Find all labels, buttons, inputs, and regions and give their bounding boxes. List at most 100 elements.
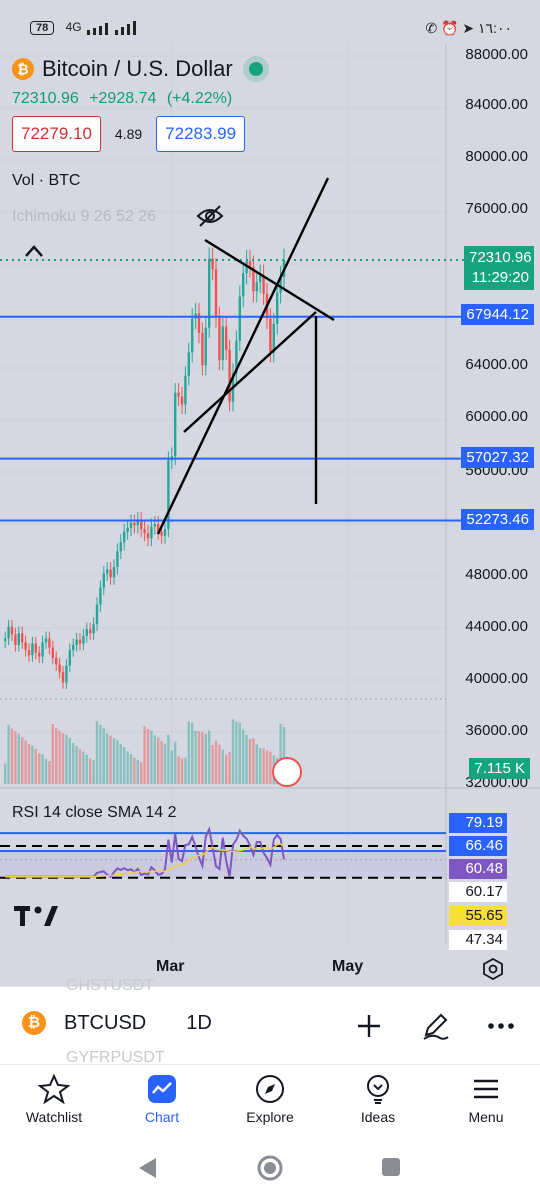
candle-body xyxy=(211,258,214,270)
candle-body xyxy=(55,657,58,665)
candle-body xyxy=(85,629,88,636)
rsi-badge: 47.34 xyxy=(449,930,507,950)
candle-body xyxy=(21,633,24,643)
current-price-badge: 72310.96 11:29:20 xyxy=(464,246,534,290)
candle-body xyxy=(44,638,48,643)
us-flag-icon xyxy=(272,757,302,787)
volume-bar xyxy=(211,745,214,784)
tradingview-logo-icon xyxy=(14,906,58,926)
price-tick: 88000.00 xyxy=(465,46,528,63)
volume-bar xyxy=(204,733,207,784)
candle-body xyxy=(129,522,133,528)
home-icon[interactable] xyxy=(256,1154,284,1182)
candle-body xyxy=(279,277,282,293)
candle-body xyxy=(34,643,37,653)
trendline-drawing xyxy=(156,177,330,535)
nav-ideas[interactable]: Ideas xyxy=(333,1073,423,1125)
rsi-badge: 60.17 xyxy=(449,882,507,902)
volume-bar xyxy=(191,722,194,784)
chart-area[interactable]: ₿ Bitcoin / U.S. Dollar 72310.96 +2928.7… xyxy=(0,44,540,986)
last-price: 72310.96 xyxy=(12,90,79,107)
candle-body xyxy=(208,258,211,328)
recents-icon[interactable] xyxy=(380,1156,402,1178)
android-nav-bar xyxy=(0,1136,540,1200)
symbol-selector[interactable]: BTCUSD xyxy=(64,1011,147,1034)
back-icon[interactable] xyxy=(136,1156,158,1180)
bulb-icon xyxy=(367,1075,389,1104)
volume-bar xyxy=(225,754,228,784)
candle-body xyxy=(106,569,109,574)
chart-settings-icon[interactable] xyxy=(482,958,504,980)
volume-bar xyxy=(279,724,282,784)
volume-bar xyxy=(14,731,17,784)
buy-button[interactable]: 72283.99 xyxy=(156,116,246,152)
volume-bar xyxy=(221,749,224,784)
candle-body xyxy=(180,396,184,405)
volume-bar xyxy=(119,744,122,784)
candle-body xyxy=(269,318,272,353)
interval-selector[interactable]: 1D xyxy=(186,1011,212,1034)
price-tick: 40000.00 xyxy=(465,670,528,687)
candle-body xyxy=(218,317,221,361)
spread-value: 4.89 xyxy=(114,126,143,142)
candle-body xyxy=(177,392,180,397)
price-tick: 84000.00 xyxy=(465,96,528,113)
eye-hidden-icon[interactable] xyxy=(196,204,224,228)
price-tick: 48000.00 xyxy=(465,566,528,583)
more-options-icon[interactable] xyxy=(486,1011,516,1041)
nav-explore[interactable]: Explore xyxy=(225,1073,315,1125)
candle-body xyxy=(99,587,102,605)
volume-bar xyxy=(61,733,65,784)
rsi-value-badge: 60.48 xyxy=(449,859,507,879)
drawing-pen-icon[interactable] xyxy=(420,1011,450,1041)
volume-bar xyxy=(109,735,112,784)
rsi-sma-badge: 55.65 xyxy=(449,906,507,926)
ichimoku-legend[interactable]: Ichimoku 9 26 52 26 xyxy=(12,208,157,225)
candle-body xyxy=(153,524,156,527)
volume-bar xyxy=(170,750,173,784)
collapse-chevron-icon[interactable] xyxy=(24,244,44,258)
volume-bar xyxy=(218,744,221,784)
volume-bar xyxy=(89,758,92,784)
volume-bar xyxy=(34,749,37,784)
volume-bar xyxy=(31,745,34,784)
volume-bar xyxy=(102,728,105,784)
sell-button[interactable]: 72279.10 xyxy=(12,116,101,152)
volume-bar xyxy=(269,751,272,784)
time-tick: May xyxy=(332,958,364,975)
clock-time: ١٦:٠٠ xyxy=(478,20,512,36)
bid-ask-row: 72279.10 4.89 72283.99 xyxy=(12,116,263,152)
candle-body xyxy=(119,542,122,552)
volume-bar xyxy=(48,761,51,784)
candle-body xyxy=(238,296,241,341)
whatsapp-icon: ✆ xyxy=(425,20,438,36)
volume-legend[interactable]: Vol · BTC xyxy=(12,172,81,189)
volume-bar xyxy=(116,740,119,784)
candle-body xyxy=(24,642,27,651)
rsi-legend[interactable]: RSI 14 close SMA 14 2 xyxy=(12,804,177,821)
candle-body xyxy=(163,529,167,536)
signal-icon xyxy=(86,20,136,35)
price-chart[interactable] xyxy=(0,44,540,986)
candle-body xyxy=(235,340,238,374)
volume-bar xyxy=(248,739,252,784)
volume-bar xyxy=(136,760,139,784)
volume-bar xyxy=(194,731,197,784)
volume-bar xyxy=(4,763,7,784)
add-plus-icon[interactable] xyxy=(354,1011,384,1041)
volume-bar xyxy=(72,743,75,784)
nav-chart[interactable]: Chart xyxy=(117,1073,207,1125)
network-label: 4G xyxy=(65,20,82,34)
nav-menu[interactable]: Menu xyxy=(441,1073,531,1125)
candle-body xyxy=(10,626,14,635)
candle-body xyxy=(157,524,160,532)
nav-watchlist[interactable]: Watchlist xyxy=(9,1073,99,1125)
candle-body xyxy=(92,624,95,634)
candle-body xyxy=(146,533,150,539)
battery-icon: 78 xyxy=(30,21,55,35)
symbol-title[interactable]: Bitcoin / U.S. Dollar xyxy=(42,56,233,81)
price-tick: 80000.00 xyxy=(465,148,528,165)
candle-body xyxy=(123,531,126,543)
volume-bar xyxy=(85,754,88,784)
volume-bar xyxy=(208,730,211,784)
